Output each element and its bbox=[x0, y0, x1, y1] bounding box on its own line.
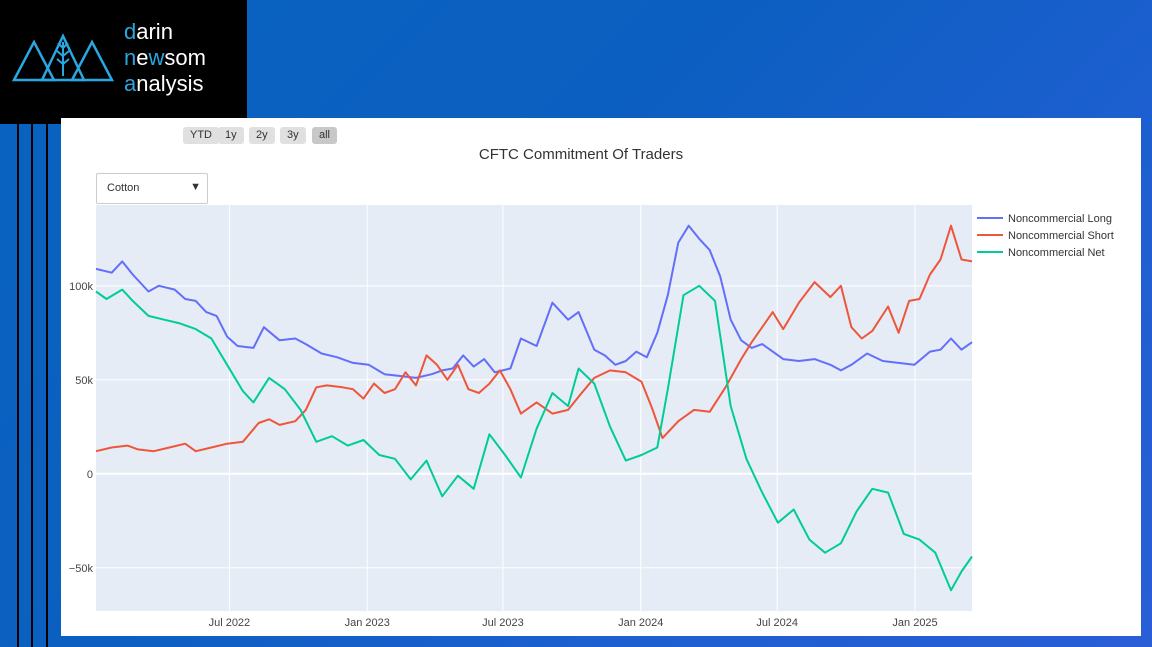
range-button-all[interactable]: all bbox=[312, 127, 338, 144]
logo-line-2: newsom bbox=[124, 45, 206, 70]
legend-label: Noncommercial Net bbox=[1008, 247, 1105, 259]
series-line-noncommercial-short bbox=[95, 224, 973, 453]
range-button-ytd[interactable]: YTD bbox=[183, 127, 219, 144]
range-button-3y[interactable]: 3y bbox=[280, 127, 306, 144]
legend-label: Noncommercial Long bbox=[1008, 213, 1112, 225]
logo: darin newsom analysis bbox=[0, 0, 247, 124]
y-tick-label: 50k bbox=[75, 375, 93, 387]
y-tick-label: 100k bbox=[69, 281, 93, 293]
x-tick-label: Jan 2024 bbox=[618, 617, 663, 629]
x-tick-label: Jul 2024 bbox=[756, 617, 798, 629]
x-tick-label: Jul 2023 bbox=[482, 617, 524, 629]
logo-line-3: analysis bbox=[124, 71, 204, 96]
plot-area bbox=[96, 205, 972, 611]
wheat-triangle-logo-icon bbox=[12, 33, 114, 82]
commodity-dropdown[interactable]: Cotton ▼ bbox=[96, 173, 208, 204]
legend-label: Noncommercial Short bbox=[1008, 230, 1114, 242]
chart-panel: Jul 2022 Jan 2023 Jul 2023 Jan 2024 Jul 2024… bbox=[61, 118, 1141, 636]
series-line-noncommercial-net bbox=[95, 284, 973, 592]
series-line-noncommercial-long bbox=[95, 224, 973, 379]
x-tick-label: Jan 2023 bbox=[345, 617, 390, 629]
decorative-rule bbox=[31, 124, 33, 647]
range-button-2y[interactable]: 2y bbox=[249, 127, 275, 144]
chart-plot[interactable]: Jul 2022 Jan 2023 Jul 2023 Jan 2024 Jul 2024… bbox=[61, 118, 1141, 636]
x-tick-label: Jul 2022 bbox=[209, 617, 251, 629]
logo-wordmark: darin newsom analysis bbox=[124, 19, 206, 97]
y-tick-label: 0 bbox=[87, 469, 93, 481]
logo-line-1: darin bbox=[124, 19, 173, 44]
dropdown-value: Cotton bbox=[107, 182, 140, 194]
x-tick-label: Jan 2025 bbox=[892, 617, 937, 629]
y-tick-label: −50k bbox=[69, 563, 94, 575]
decorative-rule bbox=[46, 124, 48, 647]
caret-down-icon: ▼ bbox=[190, 181, 201, 193]
decorative-rule bbox=[17, 124, 19, 647]
chart-title: CFTC Commitment Of Traders bbox=[478, 146, 684, 163]
range-button-1y[interactable]: 1y bbox=[218, 127, 244, 144]
